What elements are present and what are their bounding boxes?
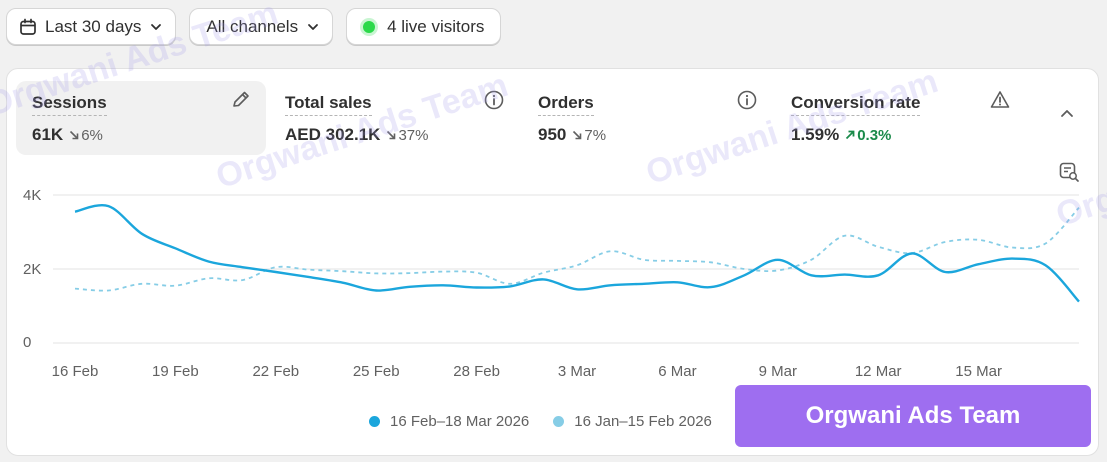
metric-delta-value: 0.3%	[857, 126, 892, 144]
channels-label: All channels	[206, 16, 299, 36]
warning-icon[interactable]	[989, 89, 1011, 111]
live-visitors-button[interactable]: 4 live visitors	[346, 8, 502, 45]
legend-dot	[369, 416, 380, 427]
metric-tab-total-sales[interactable]: Total sales AED 302.1K 37%	[269, 81, 519, 155]
metric-value: 1.59%	[791, 125, 840, 144]
series-line-current	[74, 204, 1080, 303]
metric-label: Orders	[538, 93, 594, 116]
y-tick-label: 2K	[23, 261, 42, 278]
x-tick-label: 3 Mar	[557, 363, 597, 380]
metric-delta: 0.3%	[845, 127, 891, 144]
x-tick-label: 12 Mar	[854, 363, 902, 380]
metric-delta: 7%	[572, 127, 606, 144]
chart-legend: 16 Feb–18 Mar 2026 16 Jan–15 Feb 2026	[369, 413, 712, 430]
x-tick-label: 25 Feb	[352, 363, 400, 380]
x-tick-label: 15 Mar	[955, 363, 1002, 380]
info-icon[interactable]	[736, 89, 758, 111]
chevron-down-icon	[151, 23, 162, 30]
metric-delta: 6%	[69, 127, 103, 144]
metric-label: Sessions	[32, 93, 107, 116]
x-tick-label: 9 Mar	[758, 363, 797, 380]
metric-value: 950	[538, 125, 567, 144]
metric-label: Conversion rate	[791, 93, 921, 116]
metric-value: AED 302.1K	[285, 125, 381, 144]
metric-delta: 37%	[386, 127, 428, 144]
watermark-banner: Orgwani Ads Team	[735, 385, 1091, 447]
live-visitors-label: 4 live visitors	[387, 16, 485, 36]
arrow-up-right-icon	[846, 130, 855, 140]
legend-label: 16 Feb–18 Mar 2026	[390, 413, 530, 430]
info-icon[interactable]	[483, 89, 505, 111]
pencil-icon[interactable]	[230, 89, 252, 111]
chevron-up-icon[interactable]	[1058, 105, 1076, 123]
metric-tab-orders[interactable]: Orders 950 7%	[522, 81, 772, 155]
x-tick-label: 22 Feb	[252, 363, 300, 380]
arrow-down-right-icon	[573, 130, 582, 140]
filter-bar: Last 30 days All channels 4 live visitor…	[6, 8, 502, 45]
legend-dot	[553, 416, 565, 427]
metric-delta-value: 6%	[81, 126, 103, 144]
legend-item-current[interactable]: 16 Feb–18 Mar 2026	[369, 413, 529, 430]
chevron-down-icon	[308, 23, 318, 30]
sessions-line-chart	[53, 194, 1080, 344]
x-tick-label: 6 Mar	[658, 363, 697, 380]
chart-search-icon[interactable]	[1058, 161, 1080, 183]
legend-label: 16 Jan–15 Feb 2026	[574, 413, 712, 430]
metric-tab-conversion-rate[interactable]: Conversion rate 1.59% 0.3%	[775, 81, 1025, 155]
metric-delta-value: 7%	[584, 126, 607, 144]
series-line-previous	[74, 206, 1080, 292]
y-tick-label: 4K	[23, 187, 42, 204]
date-range-button[interactable]: Last 30 days	[6, 8, 177, 45]
date-range-label: Last 30 days	[45, 16, 142, 36]
metric-value: 61K	[32, 125, 64, 144]
y-tick-label: 0	[23, 334, 32, 351]
metric-label: Total sales	[285, 93, 372, 116]
legend-item-previous[interactable]: 16 Jan–15 Feb 2026	[553, 413, 712, 430]
x-tick-label: 19 Feb	[152, 363, 199, 380]
live-indicator-icon	[363, 20, 376, 33]
x-tick-label: 16 Feb	[51, 363, 99, 380]
arrow-down-right-icon	[70, 130, 79, 140]
channels-button[interactable]: All channels	[189, 8, 334, 45]
metric-delta-value: 37%	[398, 126, 429, 144]
x-tick-label: 28 Feb	[453, 363, 500, 380]
calendar-icon	[20, 18, 36, 35]
metric-tab-sessions[interactable]: Sessions 61K 6%	[16, 81, 266, 155]
arrow-down-right-icon	[387, 130, 396, 140]
